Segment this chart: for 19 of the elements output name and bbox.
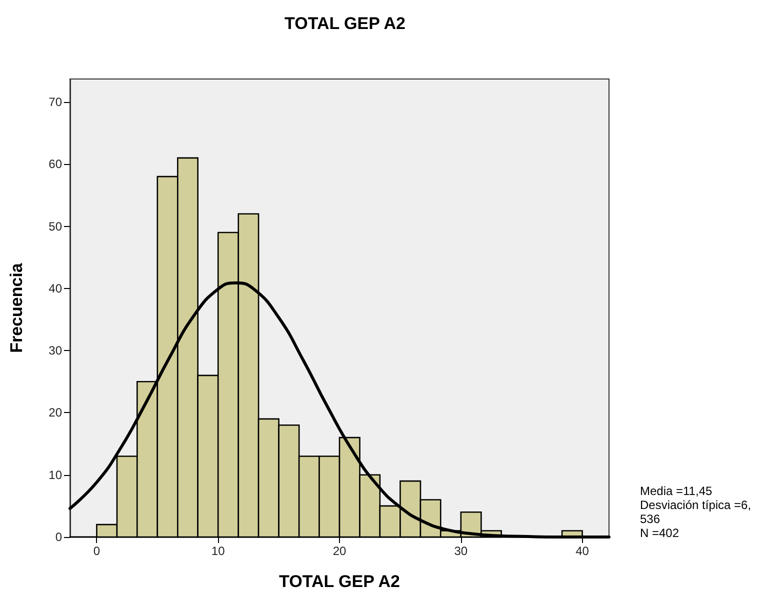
y-axis-title: Frecuencia bbox=[7, 262, 26, 353]
text: N =402 bbox=[640, 526, 680, 540]
x-tick-label: 0 bbox=[93, 544, 100, 558]
y-tick-label: 70 bbox=[48, 94, 62, 109]
x-axis-title: TOTAL GEP A2 bbox=[284, 14, 406, 33]
text: Desviación típica =6,536 bbox=[640, 498, 752, 526]
x-tick-label: 10 bbox=[211, 544, 226, 558]
y-tick-label: 40 bbox=[48, 281, 62, 296]
y-tick-label: 60 bbox=[48, 157, 62, 172]
text: TOTAL GEP A2 bbox=[279, 572, 400, 591]
x-tick-label: 20 bbox=[332, 544, 346, 558]
y-tick-label: 0 bbox=[55, 530, 62, 544]
x-tick-label: 30 bbox=[454, 544, 468, 558]
x-tick-label: 40 bbox=[576, 544, 590, 558]
y-tick-label: 20 bbox=[48, 406, 62, 420]
y-tick-label: 50 bbox=[48, 219, 62, 234]
text: Media =11,45 bbox=[640, 484, 712, 498]
y-tick-label: 10 bbox=[48, 468, 62, 482]
y-tick-label: 30 bbox=[48, 344, 62, 358]
